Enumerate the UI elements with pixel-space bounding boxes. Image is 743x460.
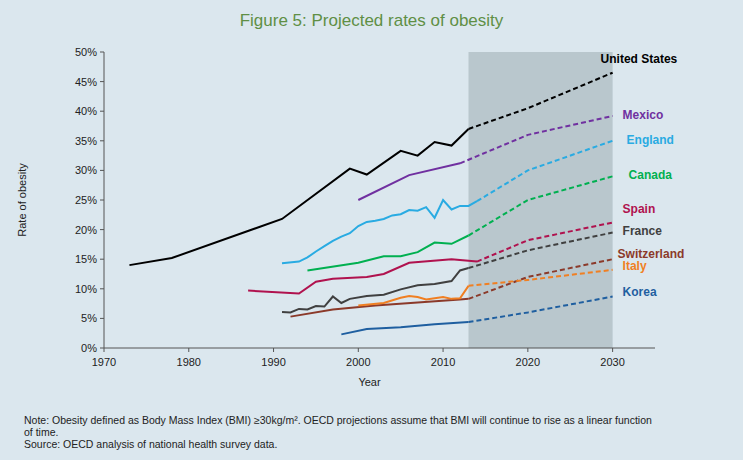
projection-line <box>477 223 613 262</box>
x-tick-label: 2000 <box>346 356 370 368</box>
series-label: Canada <box>629 168 673 182</box>
series-label: Italy <box>623 259 647 273</box>
y-tick-label: 40% <box>75 105 97 117</box>
projection-line <box>469 233 613 269</box>
y-tick-label: 0% <box>81 342 97 354</box>
series-line <box>290 299 468 317</box>
y-tick-label: 35% <box>75 135 97 147</box>
series-line <box>248 259 477 293</box>
y-tick <box>100 288 104 289</box>
series-label: Mexico <box>623 108 664 122</box>
background <box>0 0 743 460</box>
y-tick-label: 10% <box>75 283 97 295</box>
chart: Figure 5: Projected rates of obesity 0% 5%… <box>0 0 743 460</box>
y-tick <box>100 52 104 53</box>
note: of time. <box>24 426 58 438</box>
x-tick-label: 2020 <box>516 356 540 368</box>
y-tick <box>100 229 104 230</box>
projection-line <box>469 176 613 235</box>
x-tick-label: 2030 <box>600 356 624 368</box>
y-tick <box>100 170 104 171</box>
series-line <box>307 236 468 271</box>
series-label: England <box>627 133 674 147</box>
series-line <box>129 129 468 265</box>
source: Source: OECD analysis of national health… <box>24 438 277 450</box>
y-tick <box>100 111 104 112</box>
y-tick-label: 45% <box>75 76 97 88</box>
x-tick <box>443 348 444 352</box>
y-tick <box>100 259 104 260</box>
y-tick-label: 15% <box>75 253 97 265</box>
x-tick <box>104 348 105 352</box>
x-tick <box>612 348 613 352</box>
projection-shade <box>469 52 613 348</box>
series-label: France <box>623 224 663 238</box>
series-label: United States <box>601 52 678 66</box>
note: Note: Obesity defined as Body Mass Index… <box>24 414 652 426</box>
y-tick <box>100 348 104 349</box>
y-axis-label: Rate of obesity <box>16 163 28 237</box>
x-axis <box>104 348 655 349</box>
y-tick-label: 25% <box>75 194 97 206</box>
x-tick-label: 1970 <box>92 356 116 368</box>
series-line <box>341 322 468 334</box>
title: Figure 5: Projected rates of obesity <box>240 11 504 30</box>
x-tick <box>188 348 189 352</box>
x-tick-label: 2010 <box>431 356 455 368</box>
x-tick <box>273 348 274 352</box>
x-tick-label: 1990 <box>261 356 285 368</box>
series-label: Korea <box>623 285 657 299</box>
x-axis-label: Year <box>358 376 381 388</box>
projection-line <box>460 116 613 163</box>
x-tick <box>358 348 359 352</box>
y-tick-label: 5% <box>81 312 97 324</box>
y-tick-label: 30% <box>75 164 97 176</box>
lines <box>129 73 612 335</box>
y-tick-label: 50% <box>75 46 97 58</box>
y-tick <box>100 81 104 82</box>
x-tick-label: 1980 <box>177 356 201 368</box>
projection-line <box>469 270 613 286</box>
x-tick <box>527 348 528 352</box>
y-tick <box>100 140 104 141</box>
series-line <box>358 286 468 306</box>
projection-line <box>477 141 613 201</box>
series-line <box>358 163 460 200</box>
projection-line <box>469 259 613 299</box>
projection-line <box>469 297 613 322</box>
y-tick-label: 20% <box>75 224 97 236</box>
series-line <box>282 200 477 263</box>
series-label: Spain <box>623 202 656 216</box>
y-tick <box>100 200 104 201</box>
y-tick <box>100 318 104 319</box>
